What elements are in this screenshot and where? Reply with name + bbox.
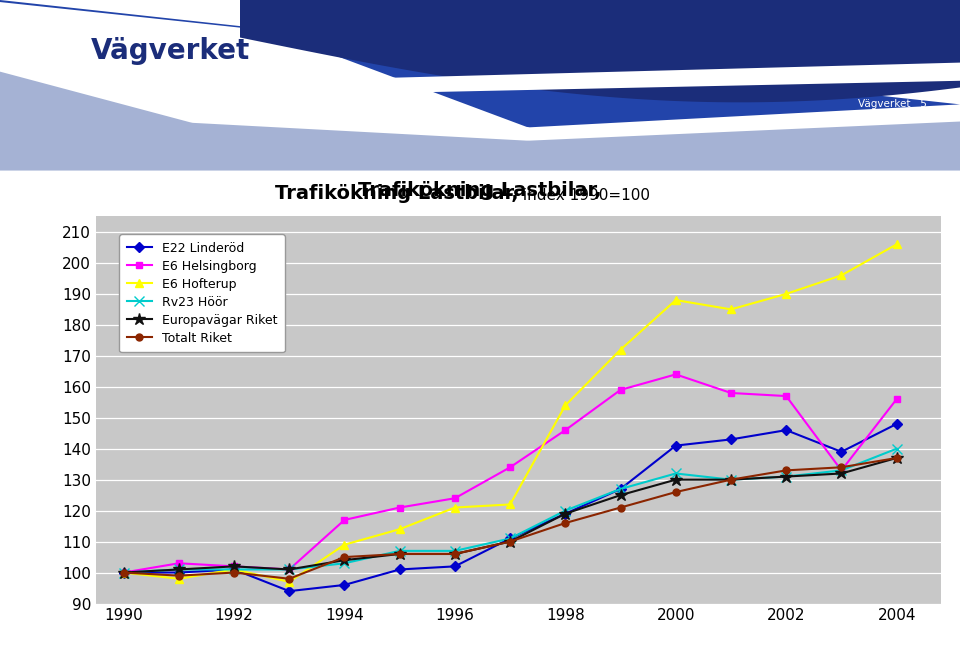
Legend: E22 Linderöd, E6 Helsingborg, E6 Hofterup, Rv23 Höör, Europavägar Riket, Totalt : E22 Linderöd, E6 Helsingborg, E6 Hofteru… <box>119 234 285 352</box>
Text: Trafikökning Lastbilar,: Trafikökning Lastbilar, <box>275 184 518 203</box>
Polygon shape <box>0 0 960 127</box>
Text: Vägverket   5: Vägverket 5 <box>857 99 926 109</box>
Text: index 1990=100: index 1990=100 <box>518 188 651 203</box>
Text: Trafikökning Lastbilar, index 1990=100: Trafikökning Lastbilar, index 1990=100 <box>0 655 1 656</box>
Text: Vägverket: Vägverket <box>91 37 251 65</box>
Text: Trafikökning Lastbilar,: Trafikökning Lastbilar, <box>358 181 602 200</box>
Polygon shape <box>0 72 960 171</box>
Polygon shape <box>240 0 960 102</box>
Text: 2006-09-23: 2006-09-23 <box>866 72 926 82</box>
Polygon shape <box>192 48 960 93</box>
